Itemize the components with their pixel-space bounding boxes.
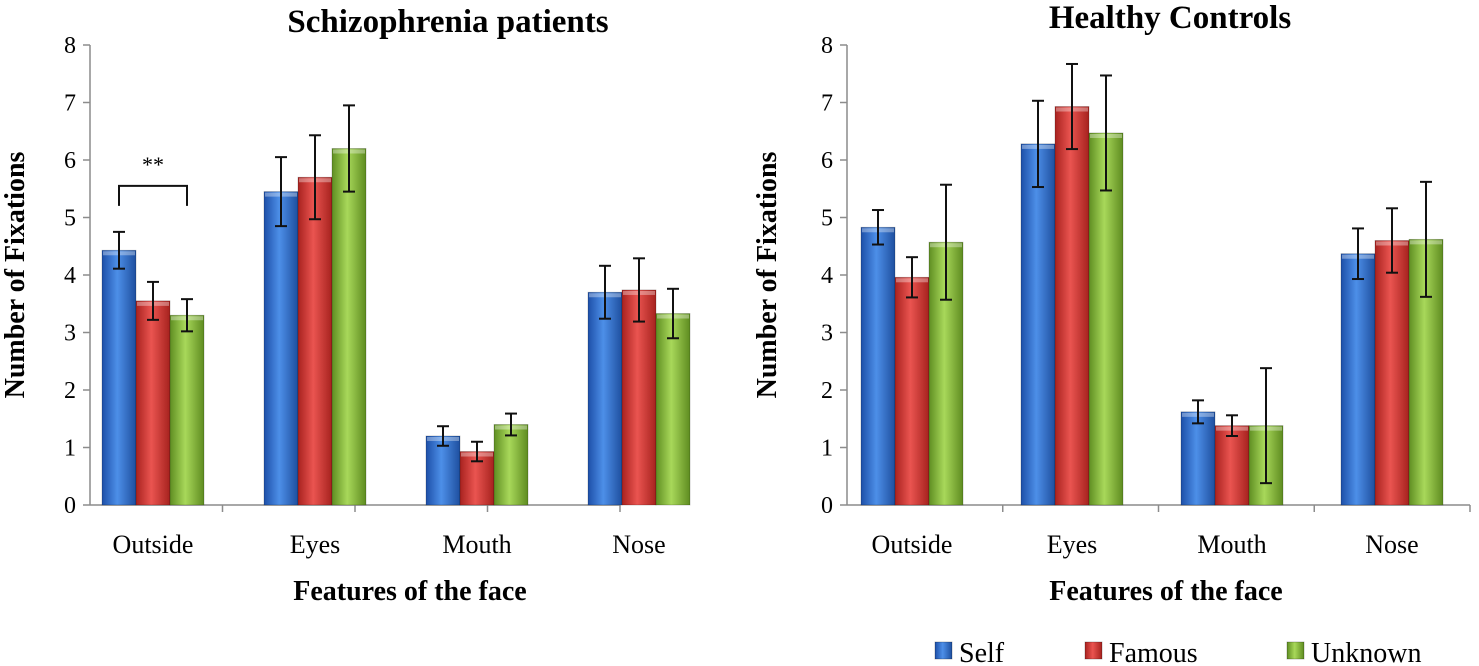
bar-unknown-eyes	[1088, 132, 1124, 506]
legend-swatch-famous	[1084, 641, 1103, 660]
y-tick-label: 1	[64, 436, 76, 462]
x-tick-label: Nose	[1365, 530, 1418, 559]
bar-self-mouth	[1180, 411, 1216, 506]
y-tick-label: 7	[821, 91, 833, 117]
legend: Self Famous Unknown	[934, 638, 1421, 666]
y-tick-label: 5	[64, 206, 76, 232]
y-tick-label: 6	[821, 148, 833, 174]
legend-label-self: Self	[959, 638, 1005, 666]
y-tick-label: 8	[821, 33, 833, 59]
bar-unknown-mouth	[493, 424, 529, 506]
panel-healthy-controls: Healthy Controls Number of Fixations Fea…	[752, 0, 1471, 607]
bar-famous-outside	[135, 300, 171, 506]
significance-bracket	[118, 184, 188, 206]
bar-famous-outside	[894, 276, 930, 506]
legend-label-unknown: Unknown	[1311, 638, 1421, 666]
x-axis-label: Features of the face	[293, 576, 527, 607]
x-tick-label: Eyes	[290, 530, 341, 559]
chart-title: Schizophrenia patients	[287, 4, 608, 40]
legend-label-famous: Famous	[1109, 638, 1198, 666]
y-tick-label: 0	[64, 493, 76, 519]
y-tick-label: 2	[821, 378, 833, 404]
bar-famous-nose	[621, 289, 657, 506]
y-tick-label: 0	[821, 493, 833, 519]
bar-unknown-outside	[169, 314, 205, 506]
y-tick-label: 5	[821, 206, 833, 232]
bar-famous-nose	[1374, 240, 1410, 506]
y-tick-label: 4	[821, 263, 833, 289]
chart-title: Healthy Controls	[1049, 0, 1291, 36]
y-tick-label: 7	[64, 91, 76, 117]
x-tick-label: Outside	[113, 530, 194, 559]
bar-famous-eyes	[297, 176, 333, 506]
bar-self-nose	[1340, 253, 1376, 506]
y-tick-label: 2	[64, 378, 76, 404]
plot-area: 0 1 2 3 4 5 6 7 8 Outside Eyes Mouth Nose **	[64, 33, 691, 559]
x-tick-label: Mouth	[442, 530, 511, 559]
y-tick-label: 8	[64, 33, 76, 59]
y-tick-label: 3	[821, 321, 833, 347]
x-tick-label: Eyes	[1047, 530, 1098, 559]
plot-area: 0 1 2 3 4 5 6 7 8 Outside Eyes Mouth Nose	[821, 33, 1471, 559]
significance-label: **	[142, 152, 164, 177]
bar-famous-mouth	[1214, 425, 1250, 506]
bar-self-eyes	[1020, 143, 1056, 506]
bar-unknown-eyes	[331, 148, 367, 506]
x-tick-label: Mouth	[1197, 530, 1266, 559]
y-tick-label: 1	[821, 436, 833, 462]
x-tick-label: Outside	[872, 530, 953, 559]
legend-swatch-self	[934, 641, 953, 660]
bar-unknown-nose	[655, 313, 691, 506]
bar-self-outside	[101, 249, 137, 506]
bar-self-eyes	[263, 191, 299, 506]
bar-famous-eyes	[1054, 106, 1090, 506]
bar-self-nose	[587, 291, 623, 506]
y-tick-label: 6	[64, 148, 76, 174]
y-tick-label: 3	[64, 321, 76, 347]
y-tick-label: 4	[64, 263, 76, 289]
bar-self-outside	[860, 226, 896, 506]
x-axis-label: Features of the face	[1049, 576, 1283, 607]
y-axis-label: Number of Fixations	[0, 151, 31, 398]
x-tick-label: Nose	[612, 530, 665, 559]
panel-schizophrenia: Schizophrenia patients Number of Fixatio…	[0, 4, 691, 607]
y-axis-label: Number of Fixations	[752, 151, 783, 398]
legend-swatch-unknown	[1286, 641, 1305, 660]
